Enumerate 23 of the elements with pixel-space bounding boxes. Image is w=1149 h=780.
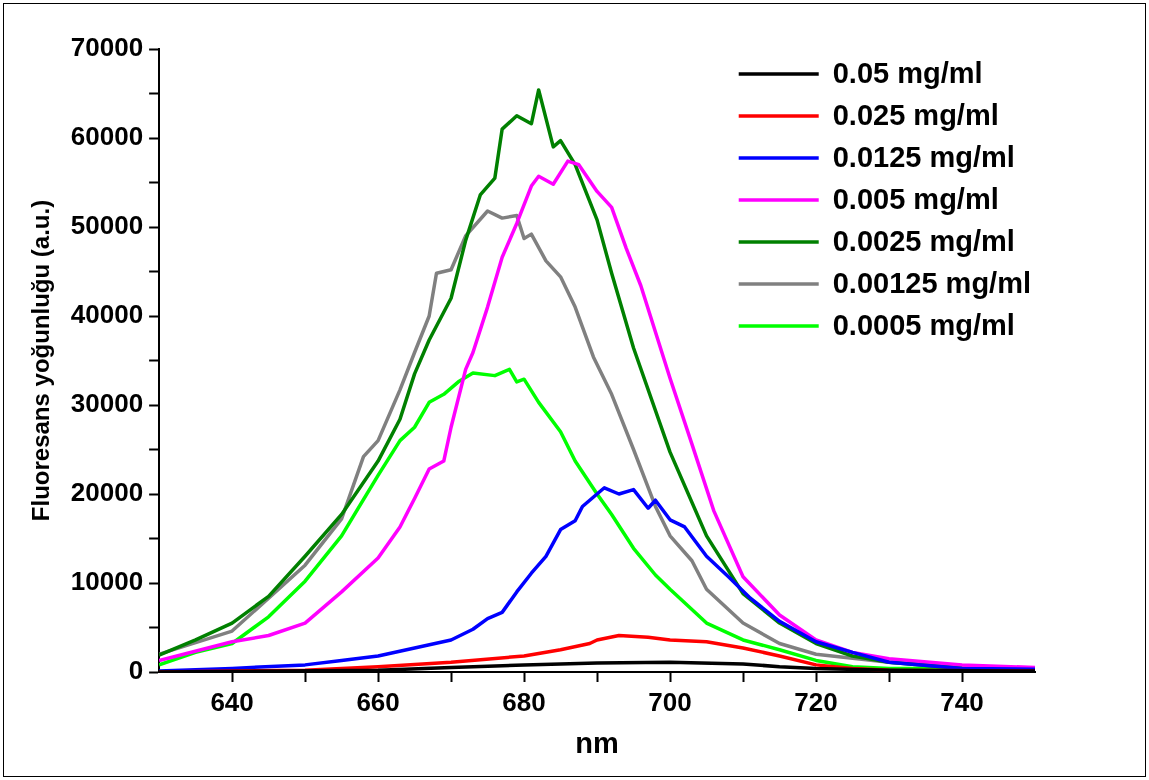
x-tick-label: 640: [210, 686, 254, 717]
y-tick-label: 0: [128, 655, 144, 686]
y-tick-label: 40000: [70, 299, 144, 330]
legend-label: 0.025 mg/ml: [832, 99, 999, 131]
legend-label: 0.0125 mg/ml: [832, 141, 1015, 173]
y-tick-label: 60000: [70, 121, 144, 152]
x-tick-label: 700: [648, 686, 692, 717]
y-tick-label: 70000: [70, 32, 144, 63]
legend-label: 0.05 mg/ml: [832, 57, 983, 89]
x-axis-title: nm: [575, 726, 619, 759]
x-tick-label: 720: [794, 686, 838, 717]
legend-label: 0.005 mg/ml: [832, 183, 999, 215]
y-tick-label: 30000: [70, 388, 144, 419]
legend-label: 0.0005 mg/ml: [832, 309, 1015, 341]
y-tick-label: 10000: [70, 566, 144, 597]
y-axis-title: Fluoresans yoğunluğu (a.u.): [27, 199, 55, 522]
legend-label: 0.0025 mg/ml: [832, 225, 1015, 257]
x-tick-label: 660: [356, 686, 400, 717]
x-tick-label: 680: [502, 686, 546, 717]
y-tick-label: 50000: [70, 210, 144, 241]
x-tick-label: 740: [940, 686, 984, 717]
y-tick-label: 20000: [70, 477, 144, 508]
legend-label: 0.00125 mg/ml: [832, 267, 1032, 299]
